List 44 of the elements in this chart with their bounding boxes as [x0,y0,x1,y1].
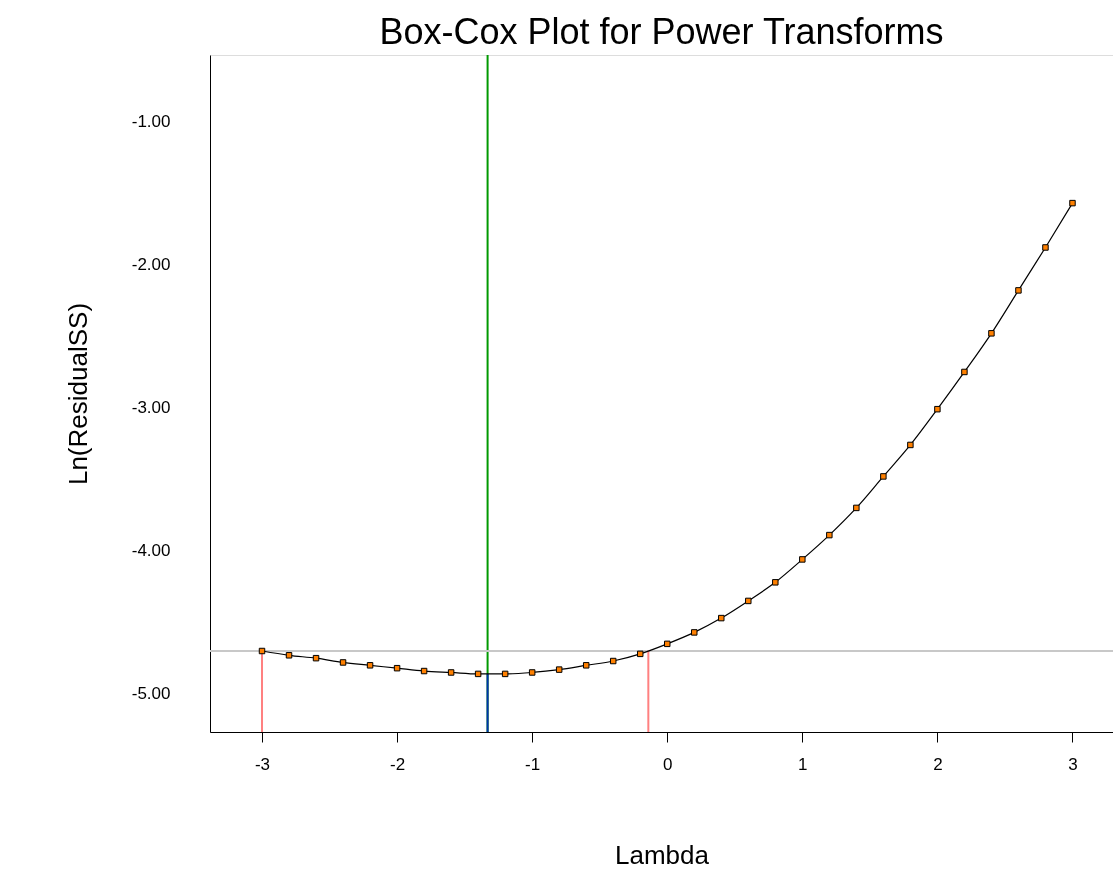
point [1042,244,1049,251]
y-tick-label: -2.00 [131,255,171,275]
point [718,614,725,622]
x-tick-label: -2 [390,754,406,774]
point [285,652,293,659]
point [366,662,374,669]
point [880,473,887,480]
x-tick-label: 1 [798,754,808,774]
point [1015,287,1022,294]
point [528,669,536,676]
point [934,405,941,413]
x-tick-label: 0 [663,754,673,774]
x-axis-title: Lambda [615,839,710,870]
point [447,669,455,676]
point [691,629,698,636]
point [907,441,914,449]
y-tick-label: -1.00 [131,112,171,132]
chart-title: Box-Cox Plot for Power Transforms [379,11,944,52]
point [474,670,482,678]
point [582,662,590,669]
point [988,330,995,337]
point [772,579,779,586]
point [339,659,347,666]
y-axis-title: Ln(ResidualSS) [62,302,93,486]
point [609,657,617,665]
point [745,597,752,605]
y-tick-label: -3.00 [131,398,171,418]
point [799,556,806,563]
point [501,670,509,678]
point [961,368,968,376]
x-tick-label: 3 [1068,754,1078,774]
y-tick-label: -5.00 [131,684,171,704]
point [826,531,833,539]
x-tick-label: -3 [254,754,271,774]
point [664,640,671,648]
point [393,664,401,672]
point [555,666,563,673]
point [1069,199,1076,207]
y-tick-label: -4.00 [131,541,171,561]
x-tick-label: -1 [525,754,541,774]
x-tick-label: 2 [933,754,943,774]
point [312,654,320,662]
point [636,650,644,658]
point [853,504,860,512]
